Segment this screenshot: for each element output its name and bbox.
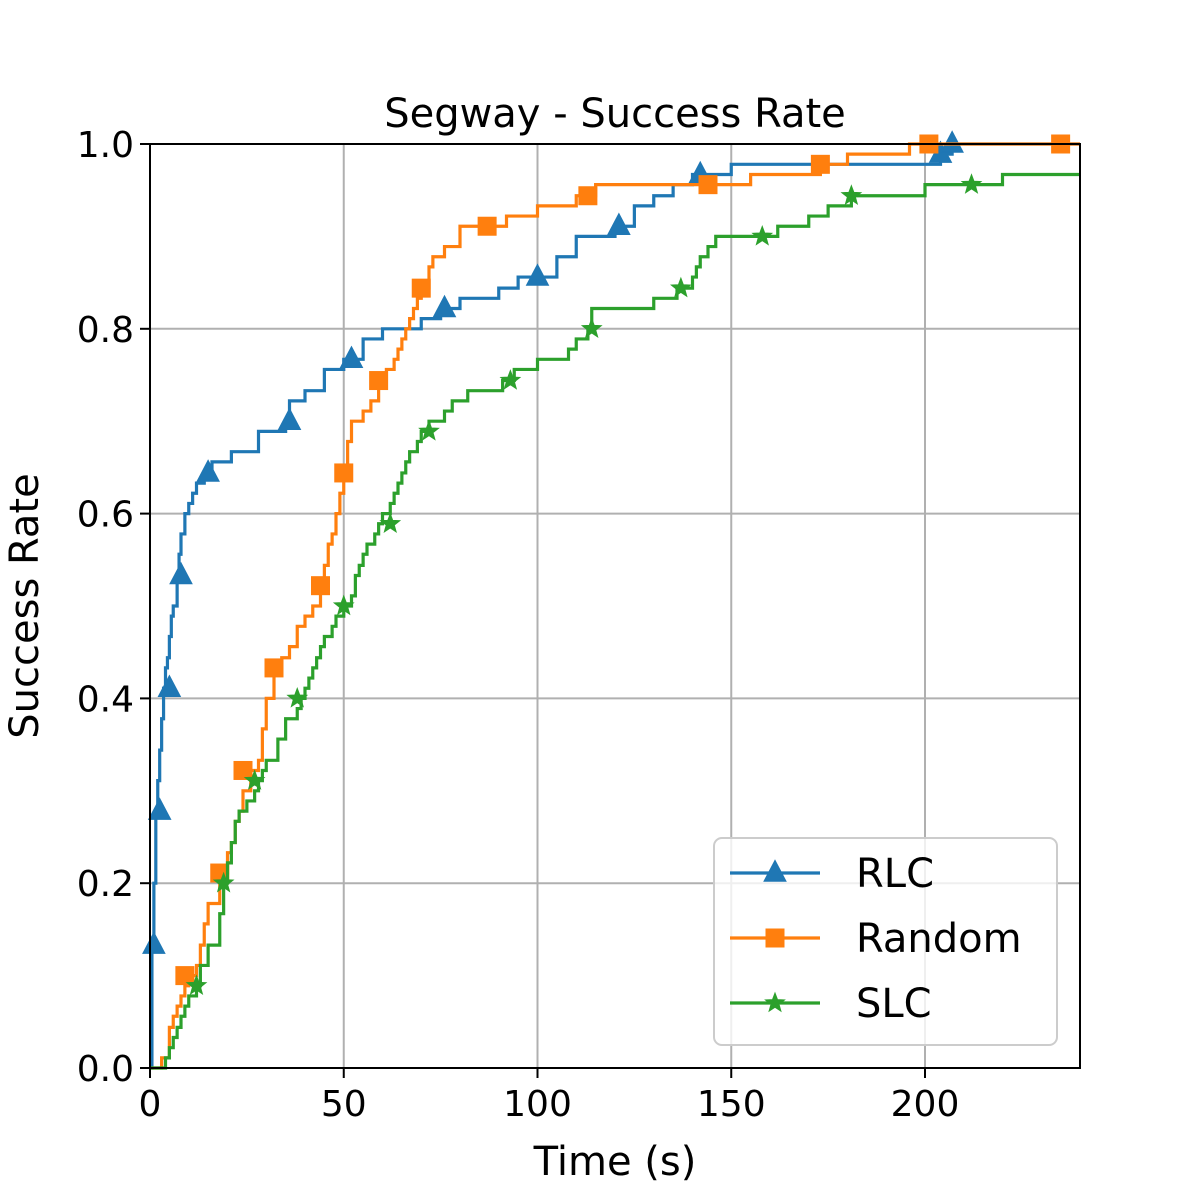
data-point-slc bbox=[670, 276, 692, 298]
data-point-slc bbox=[332, 594, 355, 616]
data-point-slc bbox=[580, 317, 603, 339]
y-tick-label: 0.6 bbox=[77, 495, 134, 536]
data-point-rlc bbox=[157, 674, 182, 697]
data-point-rlc bbox=[940, 130, 964, 153]
data-point-slc bbox=[499, 369, 522, 390]
legend-marker-slc bbox=[764, 991, 786, 1013]
y-tick-label: 1.0 bbox=[77, 125, 134, 166]
legend-box bbox=[713, 837, 1058, 1046]
data-point-slc bbox=[751, 224, 774, 246]
series-slc bbox=[150, 172, 1080, 1070]
data-point-random bbox=[477, 216, 497, 236]
data-point-slc bbox=[418, 419, 440, 441]
data-point-rlc bbox=[142, 931, 166, 954]
chart-title: Segway - Success Rate bbox=[384, 91, 846, 137]
legend-marker-random bbox=[765, 928, 785, 948]
data-point-random bbox=[264, 658, 284, 678]
x-tick-label: 50 bbox=[321, 1084, 367, 1125]
legend: RLC Random SLC bbox=[713, 837, 1058, 1046]
legend-label-random: Random bbox=[856, 916, 1022, 962]
data-point-rlc bbox=[432, 294, 457, 318]
y-axis-label: Success Rate bbox=[2, 473, 48, 738]
data-point-random bbox=[578, 186, 598, 206]
data-point-rlc bbox=[339, 345, 364, 369]
data-point-random bbox=[810, 154, 830, 174]
legend-marker-rlc bbox=[763, 859, 787, 882]
data-point-random bbox=[175, 966, 195, 986]
x-tick-label: 0 bbox=[139, 1084, 162, 1125]
data-point-rlc bbox=[525, 263, 550, 286]
series-line-slc bbox=[150, 172, 1080, 1070]
x-tick-label: 200 bbox=[891, 1084, 960, 1125]
data-point-rlc bbox=[147, 797, 172, 820]
y-tick-label: 0.0 bbox=[77, 1049, 134, 1090]
data-point-slc bbox=[212, 871, 235, 893]
series-line-random bbox=[150, 142, 1080, 1070]
series-rlc bbox=[142, 130, 1080, 1070]
data-point-rlc bbox=[169, 561, 193, 585]
data-point-slc bbox=[960, 173, 983, 194]
data-point-random bbox=[334, 463, 354, 483]
data-point-slc bbox=[243, 769, 266, 790]
data-point-rlc bbox=[607, 212, 631, 235]
data-point-slc bbox=[840, 184, 863, 205]
data-point-random bbox=[369, 371, 389, 391]
legend-label-slc: SLC bbox=[856, 981, 932, 1027]
data-point-random bbox=[411, 278, 431, 298]
data-point-slc bbox=[286, 686, 309, 708]
legend-label-rlc: RLC bbox=[856, 851, 934, 897]
series-random bbox=[150, 134, 1080, 1070]
legend-item-random: Random bbox=[730, 916, 1022, 962]
x-axis-label: Time (s) bbox=[533, 1139, 697, 1185]
axis-ticks: 0 50 100 150 200 0.0 0.2 0.4 0.6 0.8 1.0 bbox=[77, 125, 960, 1125]
plot-frame bbox=[149, 143, 1081, 1069]
data-point-random bbox=[698, 175, 718, 195]
data-point-rlc bbox=[196, 459, 220, 482]
data-point-random bbox=[311, 576, 330, 596]
data-point-rlc bbox=[277, 407, 302, 430]
legend-item-slc: SLC bbox=[730, 981, 932, 1027]
legend-item-rlc: RLC bbox=[730, 851, 934, 897]
data-point-random bbox=[233, 760, 253, 780]
y-tick-label: 0.8 bbox=[77, 310, 134, 351]
data-point-slc bbox=[185, 974, 208, 996]
series-layer bbox=[142, 130, 1080, 1070]
y-tick-label: 0.2 bbox=[77, 864, 134, 905]
y-tick-label: 0.4 bbox=[77, 679, 134, 720]
x-tick-label: 150 bbox=[697, 1084, 766, 1125]
data-point-slc bbox=[379, 512, 402, 534]
x-tick-label: 100 bbox=[503, 1084, 572, 1125]
